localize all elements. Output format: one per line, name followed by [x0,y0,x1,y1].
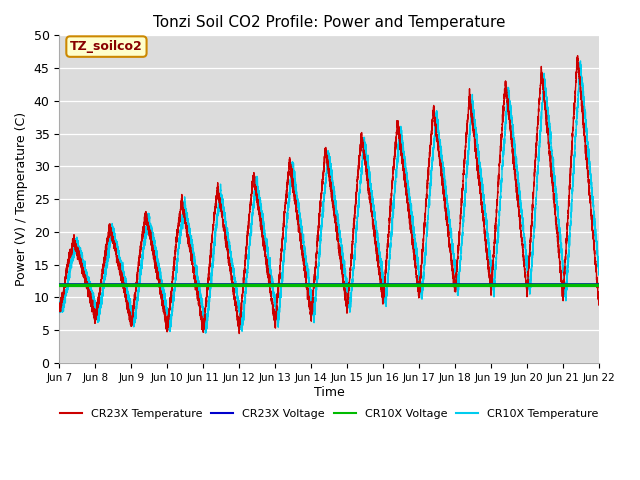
Title: Tonzi Soil CO2 Profile: Power and Temperature: Tonzi Soil CO2 Profile: Power and Temper… [153,15,506,30]
X-axis label: Time: Time [314,385,344,398]
Text: TZ_soilco2: TZ_soilco2 [70,40,143,53]
Legend: CR23X Temperature, CR23X Voltage, CR10X Voltage, CR10X Temperature: CR23X Temperature, CR23X Voltage, CR10X … [55,404,603,423]
Y-axis label: Power (V) / Temperature (C): Power (V) / Temperature (C) [15,112,28,286]
